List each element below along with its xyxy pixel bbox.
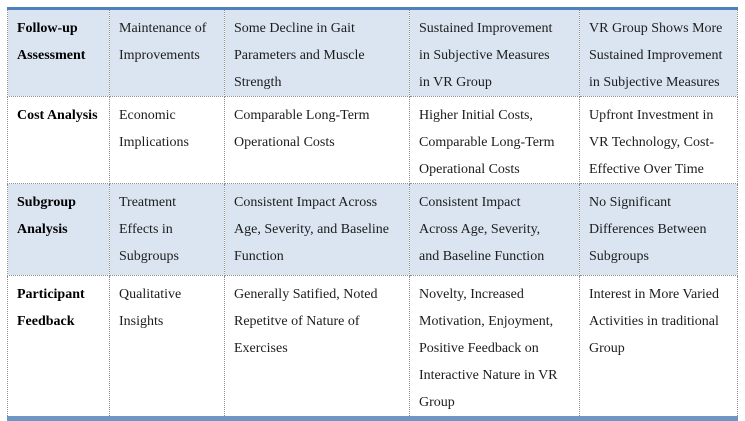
row-label: Participant Feedback (7, 275, 110, 419)
table-cell: Interest in More Varied Activities in tr… (579, 275, 738, 419)
table-cell: VR Group Shows More Sustained Improvemen… (579, 8, 738, 97)
table-cell: Some Decline in Gait Parameters and Musc… (224, 8, 410, 97)
table-cell: Consistent Impact Across Age, Severity, … (224, 183, 410, 276)
table-cell: Treatment Effects in Subgroups (109, 183, 225, 276)
table-cell: Sustained Improvement in Subjective Meas… (409, 8, 580, 97)
comparison-table: Follow-up Assessment Maintenance of Impro… (7, 7, 738, 421)
table-cell: Upfront Investment in VR Technology, Cos… (579, 96, 738, 184)
table-row: Cost Analysis Economic Implications Compar… (7, 96, 738, 184)
table-row: Participant Feedback Qualitative Insights… (7, 275, 738, 419)
table-cell: Novelty, Increased Motivation, Enjoyment… (409, 275, 580, 419)
table-cell: Economic Implications (109, 96, 225, 184)
table-cell: Higher Initial Costs, Comparable Long-Te… (409, 96, 580, 184)
table-cell: Maintenance of Improvements (109, 8, 225, 97)
table-cell: No Significant Differences Between Subgr… (579, 183, 738, 276)
table-cell: Comparable Long-Term Operational Costs (224, 96, 410, 184)
row-label: Subgroup Analysis (7, 183, 110, 276)
row-label: Cost Analysis (7, 96, 110, 184)
table-cell: Generally Satified, Noted Repetitve of N… (224, 275, 410, 419)
table-cell: Consistent Impact Across Age, Severity, … (409, 183, 580, 276)
row-label: Follow-up Assessment (7, 8, 110, 97)
table-row: Follow-up Assessment Maintenance of Impro… (7, 8, 738, 97)
table-row: Subgroup Analysis Treatment Effects in Su… (7, 183, 738, 276)
table-cell: Qualitative Insights (109, 275, 225, 419)
table-body: Follow-up Assessment Maintenance of Impro… (7, 8, 738, 419)
